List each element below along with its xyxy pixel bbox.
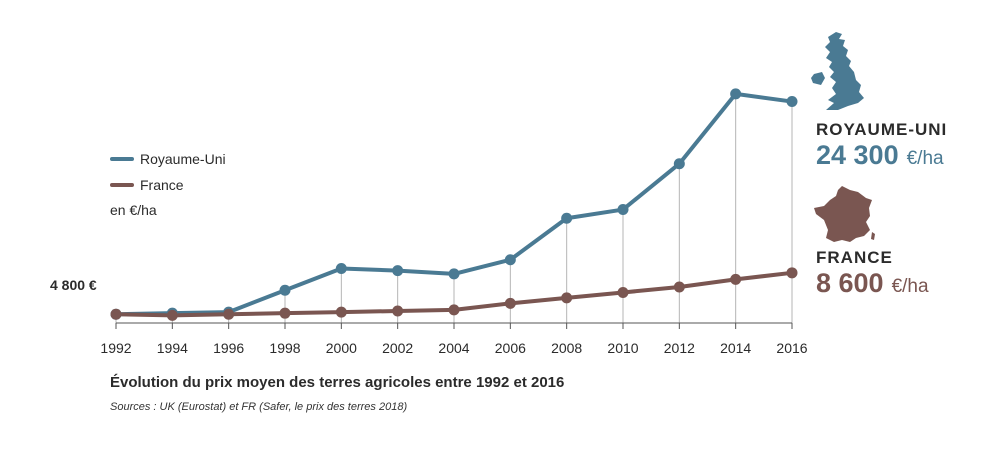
uk-map-icon [811, 32, 864, 110]
legend-item-fr: France [110, 172, 226, 198]
france-map-icon [814, 186, 875, 242]
callout-fr-unit: €/ha [891, 276, 929, 297]
x-tick-label-2016: 2016 [776, 340, 807, 356]
point-fr-1998 [279, 307, 291, 319]
point-uk-1998 [279, 284, 291, 296]
chart-sources: Sources : UK (Eurostat) et FR (Safer, le… [110, 401, 408, 413]
point-fr-2012 [673, 281, 685, 293]
callout-uk-value: 24 300 [816, 140, 899, 170]
callout-uk-unit: €/ha [906, 148, 944, 169]
x-tick-label-1992: 1992 [100, 340, 131, 356]
x-tick-label-2000: 2000 [326, 340, 357, 356]
point-fr-1994 [166, 309, 178, 321]
point-uk-2010 [617, 204, 629, 216]
legend: Royaume-Uni France en €/ha [110, 146, 226, 218]
point-fr-2016 [786, 267, 798, 279]
point-uk-2000 [335, 262, 347, 274]
point-fr-2008 [561, 292, 573, 304]
x-tick-label-2014: 2014 [720, 340, 751, 356]
callout-fr-value-line: 8 600 €/ha [816, 268, 929, 299]
callout-fr-value: 8 600 [816, 268, 884, 298]
point-fr-2002 [392, 305, 404, 317]
point-uk-2016 [786, 96, 798, 108]
point-fr-2010 [617, 286, 629, 298]
point-uk-2004 [448, 268, 460, 280]
legend-item-uk: Royaume-Uni [110, 146, 226, 172]
series-points [110, 88, 798, 321]
legend-label-fr: France [140, 177, 184, 193]
legend-swatch-fr [110, 183, 134, 187]
point-uk-2002 [392, 265, 404, 277]
x-tick-label-2010: 2010 [607, 340, 638, 356]
point-fr-1996 [223, 308, 235, 320]
point-uk-2006 [504, 254, 516, 266]
x-tick-label-1996: 1996 [213, 340, 244, 356]
x-tick-label-1998: 1998 [269, 340, 300, 356]
point-uk-2012 [673, 158, 685, 170]
callout-uk-name: ROYAUME-UNI [816, 120, 948, 139]
point-fr-2014 [730, 273, 742, 285]
baseline-value-label: 4 800 € [50, 277, 97, 293]
x-axis-tick-labels: 1992 1994 1996 1998 2000 2002 2004 2006 2008 2010… [100, 340, 807, 356]
point-uk-2008 [561, 212, 573, 224]
callout-uk: ROYAUME-UNI 24 300 €/ha [816, 120, 947, 171]
x-tick-label-2002: 2002 [382, 340, 413, 356]
x-tick-label-1994: 1994 [157, 340, 188, 356]
callout-uk-value-line: 24 300 €/ha [816, 140, 947, 171]
point-uk-2014 [730, 88, 742, 100]
x-tick-label-2004: 2004 [438, 340, 469, 356]
x-tick-label-2012: 2012 [664, 340, 695, 356]
callout-fr-name: FRANCE [816, 248, 893, 267]
legend-swatch-uk [110, 157, 134, 161]
chart-caption: Évolution du prix moyen des terres agric… [110, 374, 565, 391]
point-fr-2004 [448, 304, 460, 316]
x-tick-label-2008: 2008 [551, 340, 582, 356]
legend-unit: en €/ha [110, 202, 157, 218]
x-tick-label-2006: 2006 [495, 340, 526, 356]
point-fr-1992 [110, 308, 122, 320]
legend-label-uk: Royaume-Uni [140, 151, 226, 167]
point-fr-2000 [335, 306, 347, 318]
x-axis-ticks [115, 323, 793, 329]
callout-fr: FRANCE 8 600 €/ha [816, 248, 929, 299]
point-fr-2006 [504, 297, 516, 309]
